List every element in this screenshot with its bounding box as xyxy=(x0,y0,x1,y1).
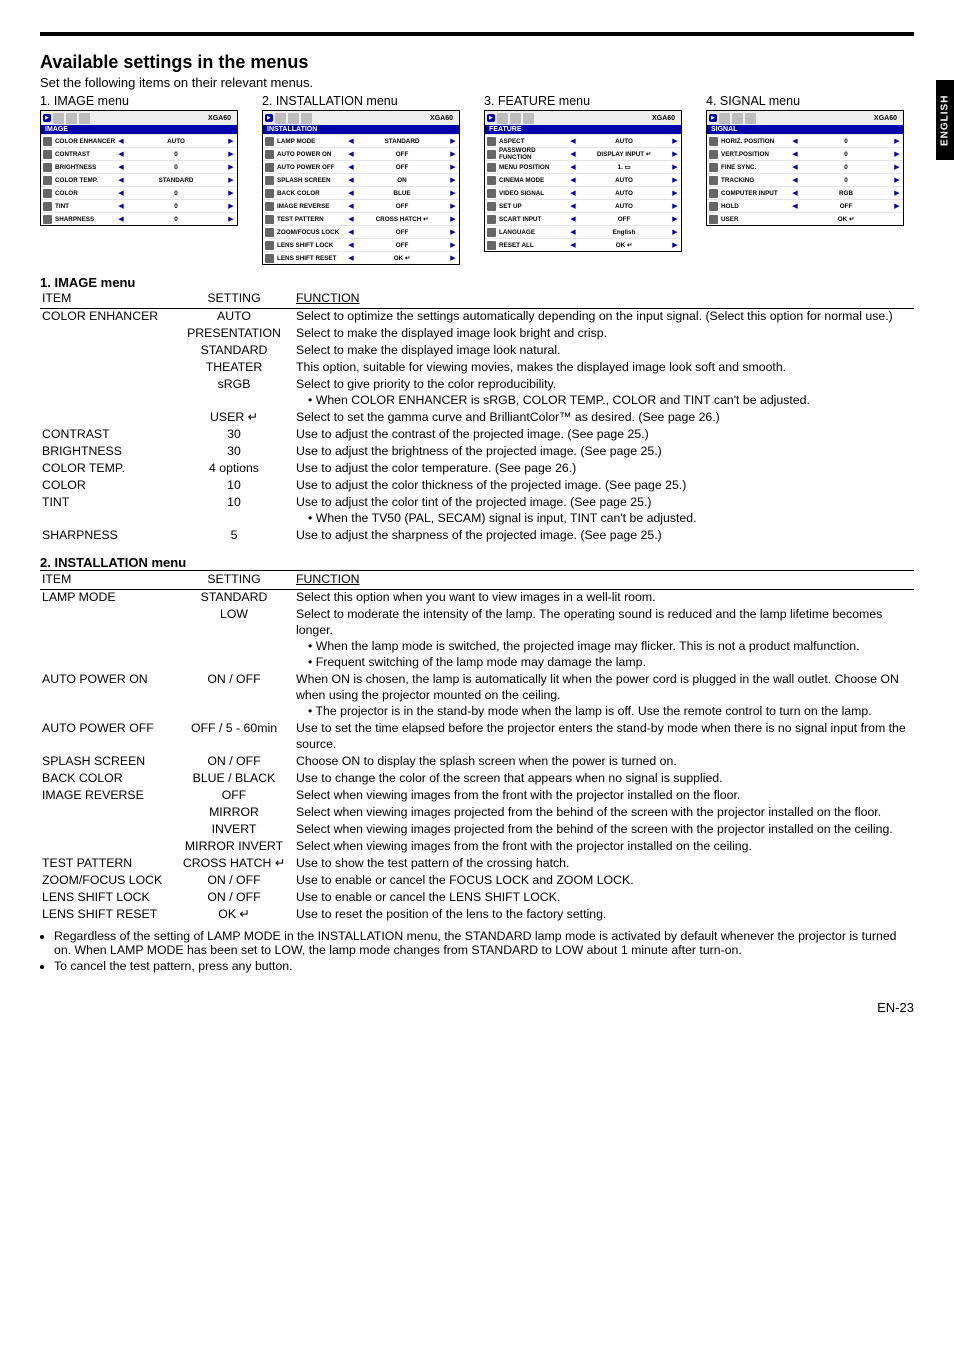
feature-menu-thumbnail: ▶XGA60FEATUREASPECT◀AUTO▶PASSWORD FUNCTI… xyxy=(484,110,682,252)
footnotes: Regardless of the setting of LAMP MODE i… xyxy=(54,929,914,973)
menu-caption-4: 4. SIGNAL menu xyxy=(706,94,914,108)
menu-caption-2: 2. INSTALLATION menu xyxy=(262,94,470,108)
page-subtitle: Set the following items on their relevan… xyxy=(40,75,914,90)
menu-caption-1: 1. IMAGE menu xyxy=(40,94,248,108)
menu-caption-3: 3. FEATURE menu xyxy=(484,94,692,108)
page-title: Available settings in the menus xyxy=(40,52,914,73)
installation-menu-thumbnail: ▶XGA60INSTALLATIONLAMP MODE◀STANDARD▶AUT… xyxy=(262,110,460,265)
signal-menu-thumbnail: ▶XGA60SIGNALHORIZ. POSITION◀0▶VERT.POSIT… xyxy=(706,110,904,226)
installation-menu-heading: 2. INSTALLATION menu xyxy=(40,555,914,570)
menu-thumbnails: 1. IMAGE menu ▶XGA60IMAGECOLOR ENHANCER◀… xyxy=(40,94,914,265)
language-tab: ENGLISH xyxy=(936,80,954,160)
image-menu-thumbnail: ▶XGA60IMAGECOLOR ENHANCER◀AUTO▶CONTRAST◀… xyxy=(40,110,238,226)
image-menu-heading: 1. IMAGE menu xyxy=(40,275,914,290)
image-menu-table: ITEMSETTINGFUNCTIONCOLOR ENHANCERAUTOSel… xyxy=(40,290,914,545)
page-number: EN-23 xyxy=(877,1000,914,1015)
installation-menu-table: ITEMSETTINGFUNCTIONLAMP MODESTANDARDSele… xyxy=(40,570,914,924)
page-rule xyxy=(40,32,914,36)
